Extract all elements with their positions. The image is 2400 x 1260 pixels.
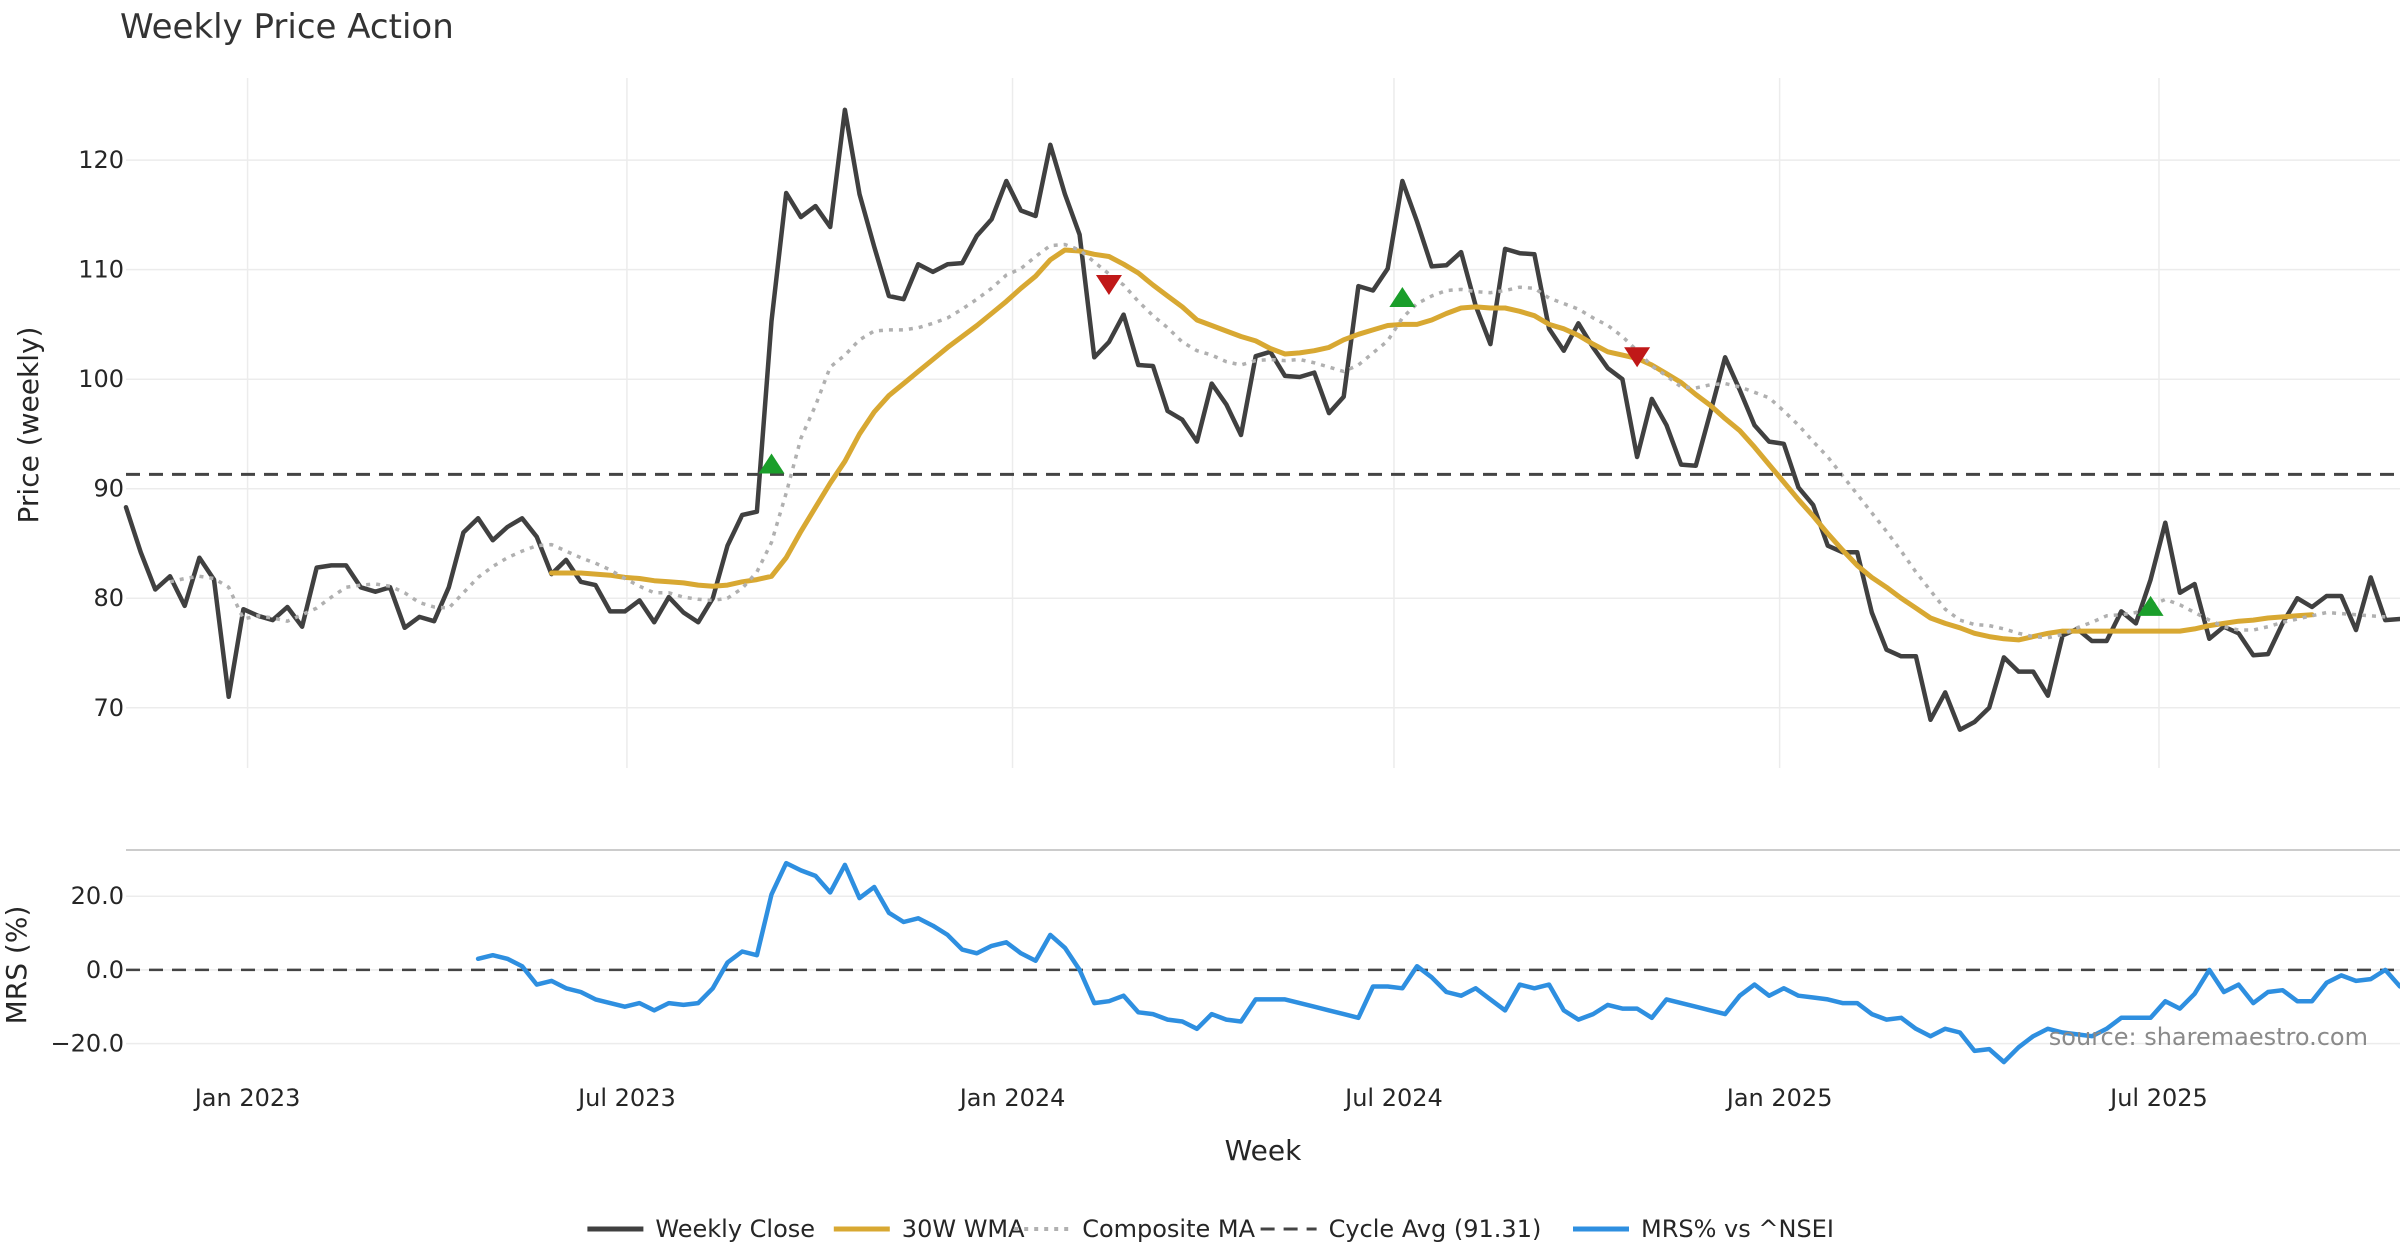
x-tick-label: Jul 2025	[2108, 1084, 2208, 1112]
series-composite-ma	[169, 242, 2386, 640]
series-weekly-close	[123, 107, 2400, 732]
buy-signal-marker	[1389, 287, 1416, 308]
y-tick-label: 70	[93, 694, 124, 722]
x-axis-title: Week	[1225, 1134, 1302, 1167]
x-tick-label: Jan 2025	[1725, 1084, 1833, 1112]
x-tick-label: Jan 2023	[193, 1084, 301, 1112]
y-axis-title-price: Price (weekly)	[12, 327, 45, 524]
legend-label: 30W WMA	[902, 1215, 1025, 1243]
sell-signal-marker	[1624, 347, 1651, 368]
legend-label: MRS% vs ^NSEI	[1641, 1215, 1834, 1243]
legend-item-30w-wma: 30W WMA	[833, 1215, 1025, 1243]
buy-signal-marker	[758, 453, 785, 474]
legend-item-composite-ma: Composite MA	[1014, 1215, 1256, 1243]
y-tick-label: 20.0	[71, 882, 124, 910]
source-credit: source: sharemaestro.com	[2049, 1023, 2368, 1051]
y-tick-label: 100	[78, 365, 124, 393]
chart-title: Weekly Price Action	[120, 7, 454, 47]
y-tick-label: −20.0	[50, 1030, 124, 1058]
mrs-series	[126, 860, 2400, 1065]
buy-signal-marker	[2137, 595, 2164, 616]
series-mrs-vs-nsei	[475, 860, 2400, 1065]
legend-item-weekly-close: Weekly Close	[587, 1215, 815, 1243]
y-axis-title-mrs: MRS (%)	[0, 906, 33, 1025]
legend-label: Weekly Close	[655, 1215, 815, 1243]
y-tick-label: 80	[93, 584, 124, 612]
legend-label: Composite MA	[1082, 1215, 1255, 1243]
mrs-y-ticks: 20.0 0.0 −20.0	[50, 882, 124, 1057]
sell-signal-marker	[1095, 275, 1122, 295]
x-ticks: Jan 2023 Jul 2023 Jan 2024 Jul 2024 Jan 2025…	[193, 1084, 2208, 1112]
price-y-ticks: 70 80 90 100 110 120	[78, 146, 124, 722]
x-tick-label: Jul 2024	[1343, 1084, 1443, 1112]
price-series	[123, 107, 2400, 732]
y-tick-label: 90	[93, 475, 124, 503]
signal-markers	[758, 275, 2164, 616]
series-30w-wma	[549, 247, 2315, 643]
legend: Weekly Close 30W WMA Composite MA Cycle Avg…	[587, 1215, 1834, 1243]
y-tick-label: 0.0	[86, 956, 124, 984]
y-tick-label: 120	[78, 146, 124, 174]
legend-label: Cycle Avg (91.31)	[1329, 1215, 1542, 1243]
legend-item-cycle-avg-91-31: Cycle Avg (91.31)	[1260, 1215, 1542, 1243]
x-tick-label: Jan 2024	[958, 1084, 1066, 1112]
legend-item-mrs-vs-nsei: MRS% vs ^NSEI	[1573, 1215, 1834, 1243]
price-panel-grid	[126, 78, 2400, 768]
y-tick-label: 110	[78, 256, 124, 284]
x-tick-label: Jul 2023	[576, 1084, 676, 1112]
